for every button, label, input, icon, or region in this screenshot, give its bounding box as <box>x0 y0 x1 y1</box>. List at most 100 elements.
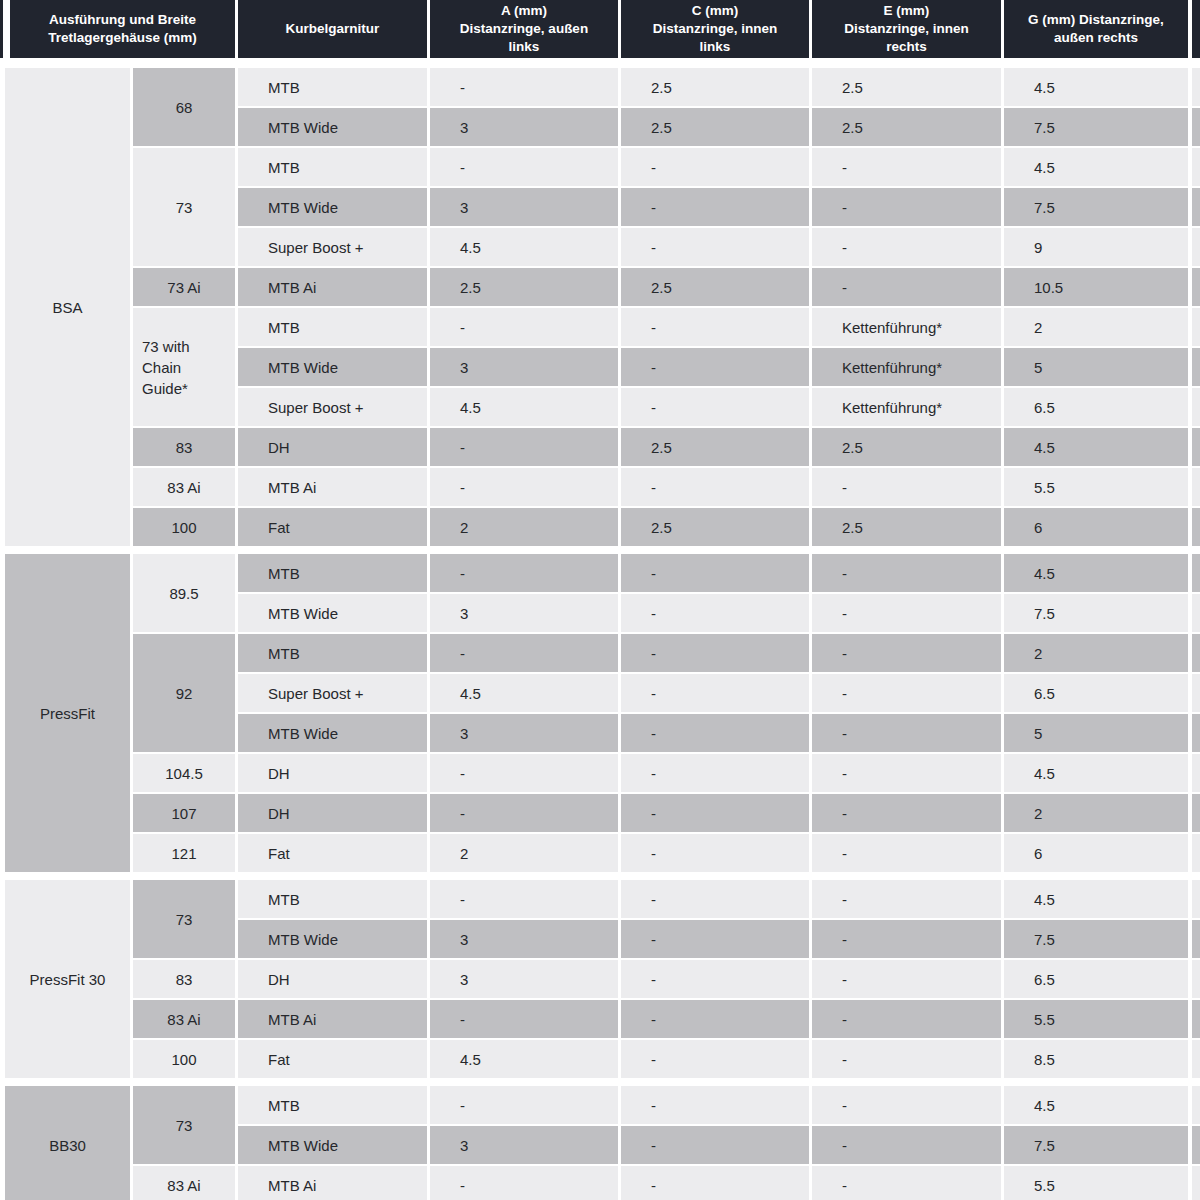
value-c-cell: - <box>621 1086 812 1124</box>
value-g-cell: 4.5 <box>1004 1086 1192 1124</box>
crank-cell: MTB Wide <box>238 920 430 958</box>
row-edge-sliver <box>1192 388 1200 426</box>
width-cell: 83 <box>133 428 238 466</box>
value-c-cell: - <box>621 188 812 226</box>
value-a-cell: 2 <box>430 834 621 872</box>
value-c-cell: - <box>621 754 812 792</box>
table-section: PressFit 89.5 MTB - - - 4.5 MTB Wide 3 -… <box>5 554 1200 872</box>
row-edge-sliver <box>1192 754 1200 792</box>
table-row: MTB Wide 3 - - 7.5 <box>238 920 1200 958</box>
value-a-cell: 4.5 <box>430 228 621 266</box>
value-a-cell: 3 <box>430 920 621 958</box>
row-edge-sliver <box>1192 1166 1200 1200</box>
value-c-cell: 2.5 <box>621 508 812 546</box>
group-rows: MTB - - - 4.5 MTB Wide 3 - - 7.5 <box>238 880 1200 958</box>
value-g-cell: 7.5 <box>1004 188 1192 226</box>
crank-cell: MTB Wide <box>238 714 430 752</box>
table-row: MTB - - - 4.5 <box>238 554 1200 592</box>
value-c-cell: - <box>621 468 812 506</box>
header-line: Distanzringe, innen <box>844 20 969 38</box>
row-edge-sliver <box>1192 1000 1200 1038</box>
value-a-cell: 3 <box>430 714 621 752</box>
header-cell-ausfuehrung-und-breite: Ausführung und BreiteTretlagergehäuse (m… <box>10 0 238 58</box>
table-row: Fat 2 2.5 2.5 6 <box>238 508 1200 546</box>
width-group: 73 MTB - - - 4.5 MTB Wide 3 - - 7.5 Supe… <box>133 148 1200 266</box>
value-e-cell: - <box>812 1166 1004 1200</box>
value-a-cell: 3 <box>430 960 621 998</box>
value-c-cell: - <box>621 1166 812 1200</box>
value-e-cell: - <box>812 1040 1004 1078</box>
header-line: rechts <box>886 38 927 56</box>
width-group: 83 Ai MTB Ai - - - 5.5 <box>133 1000 1200 1038</box>
row-edge-sliver <box>1192 508 1200 546</box>
value-g-cell: 8.5 <box>1004 1040 1192 1078</box>
spacer-spec-table: Ausführung und BreiteTretlagergehäuse (m… <box>0 0 1200 1200</box>
value-a-cell: - <box>430 148 621 186</box>
value-g-cell: 2 <box>1004 794 1192 832</box>
value-a-cell: 2 <box>430 508 621 546</box>
crank-cell: DH <box>238 754 430 792</box>
value-c-cell: 2.5 <box>621 108 812 146</box>
header-line: Ausführung und Breite <box>49 11 196 29</box>
width-cell: 73 <box>133 148 238 266</box>
value-g-cell: 7.5 <box>1004 594 1192 632</box>
value-a-cell: 2.5 <box>430 268 621 306</box>
value-a-cell: 4.5 <box>430 674 621 712</box>
section-groups: 68 MTB - 2.5 2.5 4.5 MTB Wide 3 2.5 2.5 … <box>133 68 1200 546</box>
header-cell-e-mm: E (mm)Distanzringe, innenrechts <box>812 0 1004 58</box>
header-cell-c-mm: C (mm)Distanzringe, innenlinks <box>621 0 812 58</box>
header-cell-a-mm: A (mm)Distanzringe, außenlinks <box>430 0 621 58</box>
value-c-cell: - <box>621 880 812 918</box>
table-row: DH 3 - - 6.5 <box>238 960 1200 998</box>
width-cell: 100 <box>133 1040 238 1078</box>
table-row: Super Boost + 4.5 - - 6.5 <box>238 674 1200 712</box>
value-g-cell: 4.5 <box>1004 880 1192 918</box>
value-g-cell: 5.5 <box>1004 1166 1192 1200</box>
row-edge-sliver <box>1192 188 1200 226</box>
table-row: MTB Wide 3 - Kettenführung* 5 <box>238 348 1200 386</box>
value-g-cell: 4.5 <box>1004 428 1192 466</box>
value-c-cell: - <box>621 834 812 872</box>
crank-cell: MTB Wide <box>238 594 430 632</box>
table-section: BB30 73 MTB - - - 4.5 MTB Wide 3 - - 7.5… <box>5 1086 1200 1200</box>
crank-cell: MTB <box>238 554 430 592</box>
width-group: 100 Fat 4.5 - - 8.5 <box>133 1040 1200 1078</box>
value-g-cell: 6.5 <box>1004 388 1192 426</box>
table-row: MTB Ai - - - 5.5 <box>238 1166 1200 1200</box>
value-g-cell: 2 <box>1004 634 1192 672</box>
header-right-edge-sliver <box>1192 0 1200 58</box>
group-rows: Fat 2 - - 6 <box>238 834 1200 872</box>
width-group: 73 MTB - - - 4.5 MTB Wide 3 - - 7.5 <box>133 880 1200 958</box>
table-row: MTB - - - 4.5 <box>238 1086 1200 1124</box>
value-e-cell: Kettenführung* <box>812 308 1004 346</box>
width-cell: 104.5 <box>133 754 238 792</box>
section-label-cell: PressFit 30 <box>5 880 133 1078</box>
value-g-cell: 7.5 <box>1004 1126 1192 1164</box>
row-edge-sliver <box>1192 468 1200 506</box>
group-rows: MTB Ai - - - 5.5 <box>238 1166 1200 1200</box>
crank-cell: MTB Ai <box>238 268 430 306</box>
width-group: 73 MTB - - - 4.5 MTB Wide 3 - - 7.5 <box>133 1086 1200 1164</box>
value-e-cell: - <box>812 674 1004 712</box>
header-left-gap <box>3 0 10 58</box>
table-row: MTB Ai - - - 5.5 <box>238 1000 1200 1038</box>
width-group: 121 Fat 2 - - 6 <box>133 834 1200 872</box>
width-cell: 100 <box>133 508 238 546</box>
table-row: Super Boost + 4.5 - - 9 <box>238 228 1200 266</box>
crank-cell: Super Boost + <box>238 388 430 426</box>
value-a-cell: - <box>430 880 621 918</box>
value-c-cell: - <box>621 634 812 672</box>
crank-cell: MTB <box>238 634 430 672</box>
table-row: MTB Wide 3 - - 7.5 <box>238 188 1200 226</box>
header-cell-g-mm: G (mm) Distanzringe,außen rechts <box>1004 0 1192 58</box>
value-e-cell: 2.5 <box>812 508 1004 546</box>
value-e-cell: - <box>812 594 1004 632</box>
value-g-cell: 5.5 <box>1004 1000 1192 1038</box>
group-rows: DH - - - 2 <box>238 794 1200 832</box>
value-a-cell: - <box>430 1000 621 1038</box>
row-edge-sliver <box>1192 834 1200 872</box>
value-e-cell: - <box>812 920 1004 958</box>
crank-cell: MTB Wide <box>238 188 430 226</box>
row-edge-sliver <box>1192 148 1200 186</box>
table-row: Super Boost + 4.5 - Kettenführung* 6.5 <box>238 388 1200 426</box>
